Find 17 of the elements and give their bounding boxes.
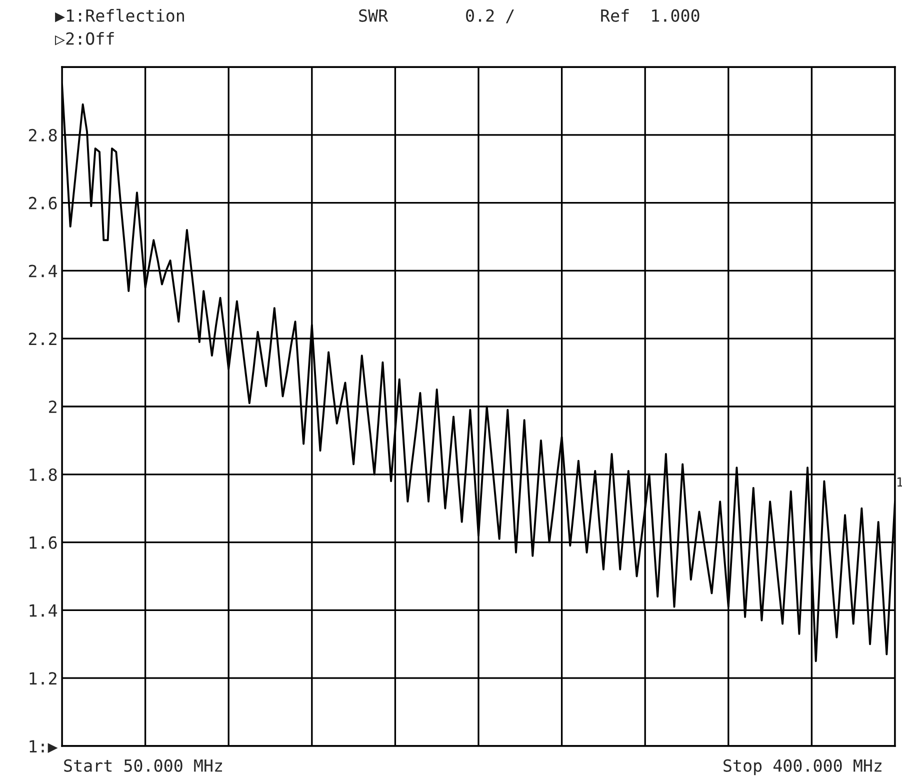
text: Ref 1.000 bbox=[601, 8, 700, 22]
y-tick-label: 2 bbox=[49, 400, 56, 413]
y-tick-label: 2.2 bbox=[28, 332, 56, 345]
text: ▶1:Reflection bbox=[55, 8, 184, 22]
y-tick-label: 1.2 bbox=[30, 672, 56, 684]
text: Stop 400.000 MHz bbox=[724, 759, 882, 776]
text: SWR bbox=[359, 9, 388, 22]
y-tick-label: 2.8 bbox=[28, 128, 57, 142]
text: Start 50.000 MHz bbox=[64, 759, 222, 772]
y-tick-label: 1.4 bbox=[30, 604, 58, 617]
y-tick-label: 2.6 bbox=[28, 196, 57, 210]
y-tick-label: 2.4 bbox=[28, 264, 58, 278]
text: ▷2:Off bbox=[55, 32, 114, 46]
text: 0.2 / bbox=[466, 9, 514, 24]
y-tick-label: 1:▶ bbox=[30, 740, 58, 754]
y-tick-label: 1.8 bbox=[30, 468, 57, 482]
y-tick-label: 1.6 bbox=[30, 536, 57, 549]
